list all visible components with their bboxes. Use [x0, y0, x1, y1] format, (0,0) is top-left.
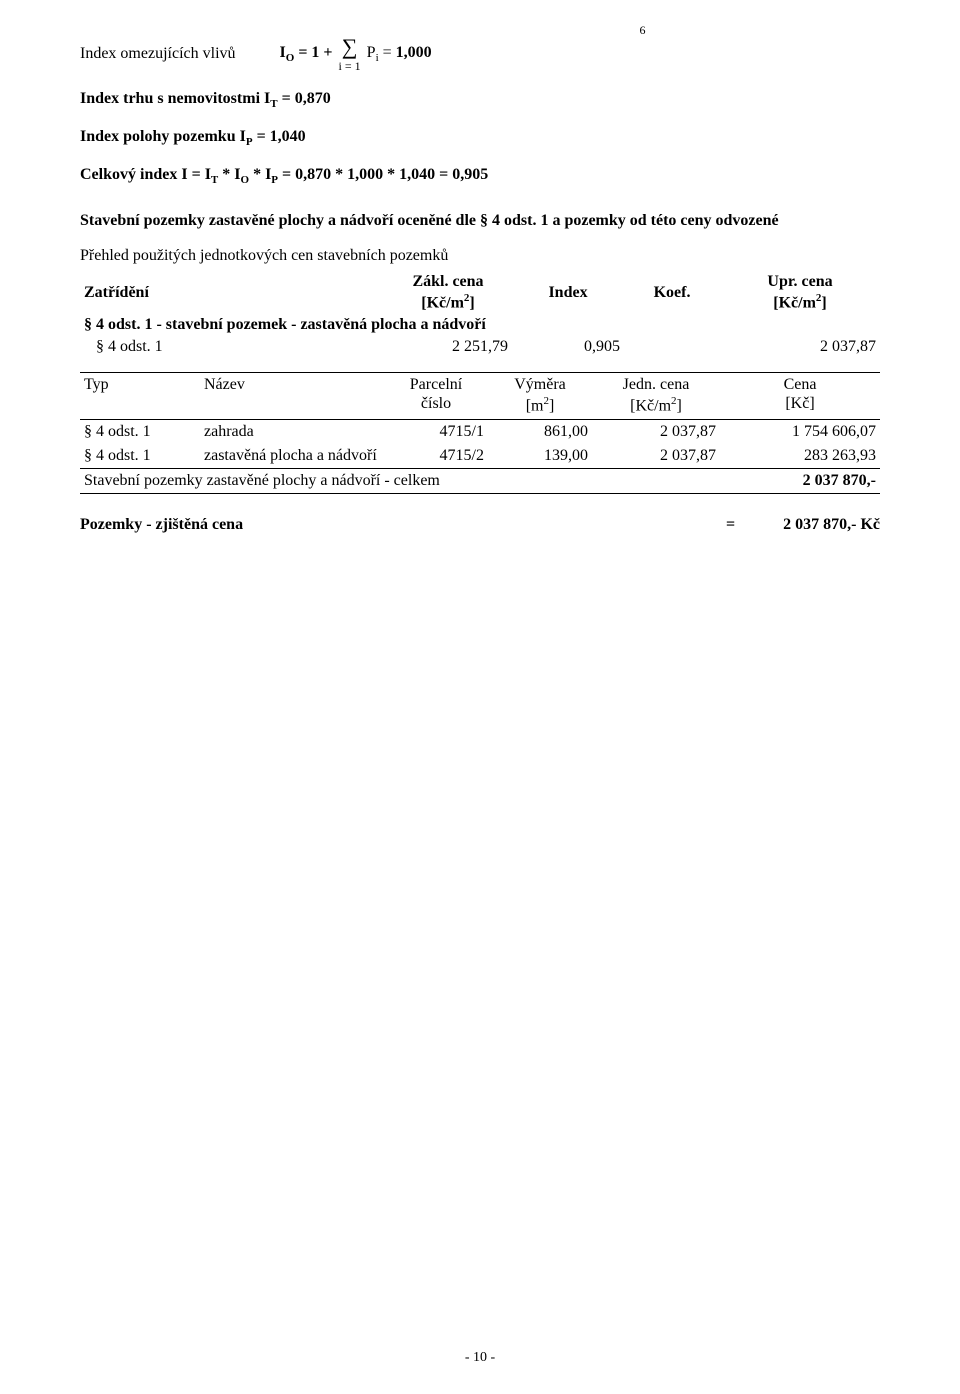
final-label: Pozemky - zjištěná cena [80, 516, 243, 534]
th-cena: Cena [Kč] [720, 373, 880, 419]
th-vym2-pre: [m [526, 397, 544, 414]
th-koef: Koef. [624, 271, 720, 314]
ci-prefix: Celkový index I = I [80, 166, 211, 183]
ip-prefix: Index polohy pozemku I [80, 128, 246, 145]
th-jedn-cena: Jedn. cena [Kč/m2] [592, 373, 720, 419]
cell-index: 0,905 [512, 336, 624, 358]
ci-rest: = 0,870 * 1,000 * 1,040 = 0,905 [278, 166, 488, 183]
th-nazev: Název [200, 373, 384, 419]
cell-nazev: zastavěná plocha a nádvoří [200, 444, 384, 469]
th-index: Index [512, 271, 624, 314]
th-jedn2-pre: [Kč/m [630, 397, 671, 414]
it-prefix: Index trhu s nemovitostmi I [80, 90, 270, 107]
ip-sub: P [246, 136, 253, 148]
line-index-polohy: Index polohy pozemku IP = 1,040 [80, 128, 880, 148]
cell-parc: 4715/1 [384, 419, 488, 444]
table-row: § 4 odst. 1 zastavěná plocha a nádvoří 4… [80, 444, 880, 469]
th-cena1: Cena [784, 376, 817, 393]
th-zakl-label: Zákl. cena [412, 273, 483, 290]
cell-parc: 4715/2 [384, 444, 488, 469]
table-sum-row: Stavební pozemky zastavěné plochy a nádv… [80, 468, 880, 493]
cell-cena: 1 754 606,07 [720, 419, 880, 444]
th-vymera: Výměra [m2] [488, 373, 592, 419]
page-number: - 10 - [0, 1350, 960, 1366]
cell-vym: 861,00 [488, 419, 592, 444]
final-value: 2 037 870,- Kč [783, 516, 880, 534]
table-row: § 4 odst. 1 2 251,79 0,905 2 037,87 [80, 336, 880, 358]
cell-label: § 4 odst. 1 [80, 336, 384, 358]
th-parc2: číslo [421, 395, 451, 412]
formula-rhs: = [379, 44, 396, 61]
th-upr-unit-post: ] [821, 294, 826, 311]
it-rest: = 0,870 [278, 90, 331, 107]
table-parcely: Typ Název Parcelní číslo Výměra [m2] Jed… [80, 372, 880, 493]
formula-eq: = 1 + [294, 44, 332, 61]
ip-rest: = 1,040 [253, 128, 306, 145]
cell-sum-label: Stavební pozemky zastavěné plochy a nádv… [80, 468, 720, 493]
line-index-trhu: Index trhu s nemovitostmi IT = 0,870 [80, 90, 880, 110]
th-zatrideni: Zatřídění [80, 271, 384, 314]
formula-label: Index omezujících vlivů [80, 45, 236, 63]
th-zakl-cena: Zákl. cena [Kč/m2] [384, 271, 512, 314]
cell-sum-value: 2 037 870,- [720, 468, 880, 493]
formula-value: 1,000 [396, 44, 432, 61]
table-row: § 4 odst. 1 zahrada 4715/1 861,00 2 037,… [80, 419, 880, 444]
it-sub: T [270, 98, 277, 110]
cell-jedn: 2 037,87 [592, 444, 720, 469]
line-celkovy-index: Celkový index I = IT * IO * IP = 0,870 *… [80, 166, 880, 186]
th-upr-unit-pre: [Kč/m [773, 294, 816, 311]
ci-m1: * I [218, 166, 240, 183]
formula-index-omezujicich: Index omezujících vlivů IO = 1 + ∑ i = 1… [80, 36, 880, 72]
th-parcelni: Parcelní číslo [384, 373, 488, 419]
th-vym2-post: ] [549, 397, 554, 414]
ci-s2: O [241, 175, 250, 187]
th-jedn2-post: ] [677, 397, 682, 414]
cell-jedn: 2 037,87 [592, 419, 720, 444]
cell-nazev: zahrada [200, 419, 384, 444]
sigma-lower: i = 1 [339, 60, 361, 72]
th-zakl-unit-post: ] [469, 294, 474, 311]
cell-typ: § 4 odst. 1 [80, 444, 200, 469]
th-zakl-unit-pre: [Kč/m [421, 294, 464, 311]
cell-upr: 2 037,87 [720, 336, 880, 358]
heading-stavebni-pozemky: Stavební pozemky zastavěné plochy a nádv… [80, 211, 880, 232]
th-vym1: Výměra [514, 376, 566, 393]
th-parc1: Parcelní [410, 376, 462, 393]
final-eq: = [726, 516, 735, 534]
final-total-row: Pozemky - zjištěná cena = 2 037 870,- Kč [80, 516, 880, 534]
cell-cena: 283 263,93 [720, 444, 880, 469]
sigma-icon: ∑ i = 1 [339, 36, 361, 72]
sum-upper-bound: 6 [405, 24, 880, 36]
cell-vym: 139,00 [488, 444, 592, 469]
th-upr-label: Upr. cena [767, 273, 832, 290]
th-cena2: [Kč] [785, 395, 814, 412]
th-upr-cena: Upr. cena [Kč/m2] [720, 271, 880, 314]
th-typ: Typ [80, 373, 200, 419]
cell-zakl: 2 251,79 [384, 336, 512, 358]
cell-typ: § 4 odst. 1 [80, 419, 200, 444]
th-jedn1: Jedn. cena [623, 376, 690, 393]
heading-prehled: Přehled použitých jednotkových cen stave… [80, 247, 880, 265]
cell-koef [624, 336, 720, 358]
row-span-heading: § 4 odst. 1 - stavební pozemek - zastavě… [80, 314, 880, 336]
formula-term: P [367, 44, 376, 61]
sigma-symbol: ∑ [342, 36, 358, 58]
table-jednotkove-ceny: Zatřídění Zákl. cena [Kč/m2] Index Koef.… [80, 271, 880, 358]
ci-m2: * I [249, 166, 271, 183]
